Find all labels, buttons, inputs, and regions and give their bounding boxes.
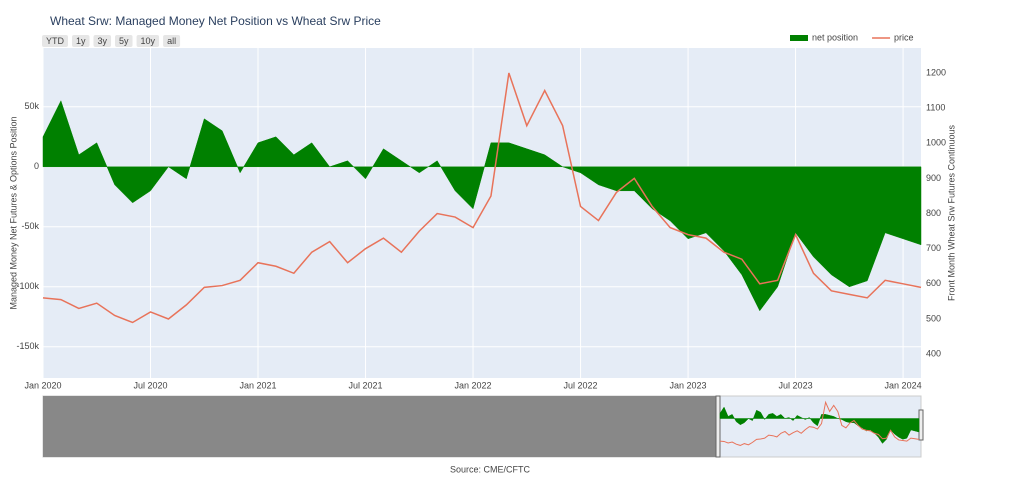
line: [42, 72, 922, 324]
mini-line: [719, 400, 920, 446]
range-button[interactable]: [115, 35, 133, 47]
y-tick-label: -50k: [21, 221, 39, 231]
x-tick-label: Jul 2021: [349, 380, 383, 390]
y-tick-label: -150k: [16, 341, 39, 351]
range-slider-handle[interactable]: [715, 395, 721, 458]
range-button-label[interactable]: 1y: [76, 36, 86, 46]
y2-tick-label: 400: [926, 348, 941, 358]
y2-tick-label: 900: [926, 173, 941, 183]
legend-label[interactable]: price: [894, 32, 914, 42]
y2-tick-label: 1200: [926, 67, 946, 77]
x-tick-label: Jan 2023: [670, 380, 707, 390]
x-tick-label: Jan 2022: [455, 380, 492, 390]
x-tick-label: Jan 2021: [239, 380, 276, 390]
chart-title: Wheat Srw: Managed Money Net Position vs…: [50, 14, 381, 28]
y2-tick-label: 600: [926, 278, 941, 288]
y2-tick-label: 500: [926, 313, 941, 323]
x-tick-label: Jan 2024: [885, 380, 922, 390]
range-button-label[interactable]: all: [167, 36, 176, 46]
y-tick-label: -100k: [16, 281, 39, 291]
y2-tick-label: 1100: [926, 102, 945, 112]
range-button-label[interactable]: 5y: [119, 36, 129, 46]
x-tick-label: Jul 2022: [564, 380, 598, 390]
x-tick-label: Jan 2020: [24, 380, 61, 390]
source-note: Source: CME/CFTC: [450, 464, 531, 474]
y2-axis-title: Front Month Wheat Srw Futures Continuous: [946, 124, 956, 301]
legend-label[interactable]: net position: [812, 32, 858, 42]
y-tick-label: 50k: [24, 101, 39, 111]
y2-tick-label: 700: [926, 243, 941, 253]
area: [42, 100, 922, 312]
y2-tick-label: 1000: [926, 138, 946, 148]
range-slider-mask: [43, 396, 718, 457]
range-button-label[interactable]: YTD: [46, 36, 65, 46]
range-button-label[interactable]: 10y: [141, 36, 156, 46]
range-button[interactable]: [72, 35, 90, 47]
x-tick-label: Jul 2023: [779, 380, 813, 390]
range-button[interactable]: [93, 35, 112, 47]
y2-tick-label: 800: [926, 208, 941, 218]
range-button[interactable]: [163, 35, 181, 47]
range-button[interactable]: [42, 35, 68, 47]
mini-area: [719, 406, 920, 444]
x-tick-label: Jul 2020: [133, 380, 167, 390]
legend-swatch: [790, 35, 808, 41]
range-button-label[interactable]: 3y: [98, 36, 108, 46]
y-tick-label: 0: [34, 161, 39, 171]
y-axis-title: Managed Money Net Futures & Options Posi…: [8, 116, 18, 309]
range-slider-handle[interactable]: [918, 409, 924, 441]
range-button[interactable]: [136, 35, 160, 47]
